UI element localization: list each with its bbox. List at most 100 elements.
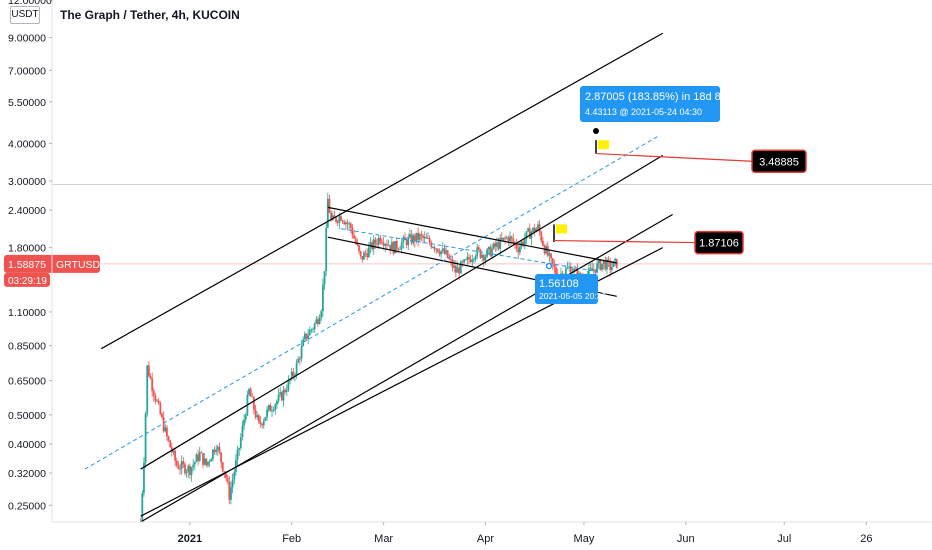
candle	[241, 420, 244, 441]
x-tick-label: Jul	[777, 533, 791, 545]
candle	[274, 402, 277, 415]
candle	[335, 216, 337, 224]
candle	[423, 231, 426, 244]
current-price-text: 1.56108	[539, 278, 579, 290]
candle	[500, 232, 503, 241]
candle	[143, 457, 145, 497]
candle	[317, 316, 319, 328]
candle	[238, 447, 241, 457]
candle	[246, 390, 249, 417]
candle	[315, 316, 318, 325]
candle	[312, 327, 314, 333]
candle	[192, 459, 195, 472]
candle	[180, 455, 183, 475]
candle	[431, 246, 434, 249]
candle	[179, 463, 181, 475]
candle	[395, 237, 398, 254]
candle	[147, 361, 150, 378]
trendline	[140, 213, 673, 522]
candle	[409, 228, 411, 239]
candle	[551, 257, 554, 271]
candle	[343, 219, 346, 225]
candle	[164, 424, 167, 433]
projection-info-box[interactable]	[580, 86, 720, 122]
candle	[257, 414, 260, 425]
y-tick-label: 1.10000	[8, 307, 46, 319]
candle	[466, 251, 469, 265]
unit-badge[interactable]: USDT	[10, 6, 40, 24]
candle	[193, 461, 196, 470]
candle	[152, 387, 155, 402]
countdown-text: 03:29:19	[8, 276, 47, 287]
dashed-trendline	[340, 228, 598, 272]
candle	[604, 256, 607, 271]
candle	[474, 253, 477, 263]
candle	[499, 233, 502, 256]
candle	[284, 387, 287, 395]
y-tick-label: 5.50000	[8, 97, 46, 109]
candle	[427, 231, 429, 240]
candle	[249, 386, 252, 397]
candle	[453, 259, 456, 273]
candle	[537, 221, 539, 231]
candle	[277, 388, 280, 404]
target-value-lower: 1.87106	[699, 238, 739, 250]
candle	[359, 250, 362, 259]
candle	[244, 412, 247, 423]
candle	[601, 263, 603, 273]
candle	[226, 474, 229, 485]
candle	[491, 244, 493, 259]
candle	[346, 219, 349, 230]
y-tick-label: 9.00000	[8, 33, 46, 45]
dashed-trendline	[84, 135, 660, 470]
candle	[328, 194, 331, 214]
candle	[261, 422, 264, 429]
candle	[517, 243, 520, 259]
target-line-upper	[595, 152, 753, 162]
candle	[438, 248, 441, 257]
candle	[599, 258, 602, 271]
candle	[213, 446, 216, 455]
candle	[259, 416, 262, 428]
candle	[404, 232, 406, 240]
flag-icon[interactable]	[598, 140, 609, 150]
candle	[468, 253, 470, 264]
candle	[154, 392, 157, 405]
candle	[276, 399, 278, 409]
countdown-badge[interactable]	[4, 272, 50, 287]
candle	[446, 249, 449, 259]
candle	[207, 461, 209, 468]
candle	[553, 259, 556, 274]
candle	[344, 220, 347, 230]
candle	[509, 231, 511, 247]
flag-icon[interactable]	[556, 224, 567, 234]
candle	[208, 459, 211, 468]
candle	[440, 250, 443, 259]
candle	[364, 249, 367, 257]
y-tick-label: 0.40000	[8, 439, 46, 451]
candle	[459, 259, 462, 274]
candle	[523, 232, 526, 250]
candle	[185, 468, 188, 478]
x-tick-label: 26	[860, 533, 872, 545]
candle	[402, 235, 405, 249]
candle	[157, 398, 160, 405]
candle	[540, 230, 543, 244]
current-price-box[interactable]	[535, 274, 598, 304]
candle	[379, 234, 382, 245]
candle	[422, 233, 424, 244]
candle	[159, 401, 162, 416]
target-value-upper: 3.48885	[759, 156, 799, 168]
candle	[413, 233, 416, 248]
candle	[451, 255, 454, 272]
current-point-marker	[545, 262, 553, 270]
target-badge-upper[interactable]	[751, 149, 807, 174]
candle	[144, 411, 147, 468]
candle	[230, 481, 232, 505]
candle	[481, 253, 484, 262]
candle	[313, 322, 316, 333]
candle	[234, 454, 237, 476]
candle	[248, 387, 250, 397]
target-badge-lower[interactable]	[694, 230, 744, 255]
